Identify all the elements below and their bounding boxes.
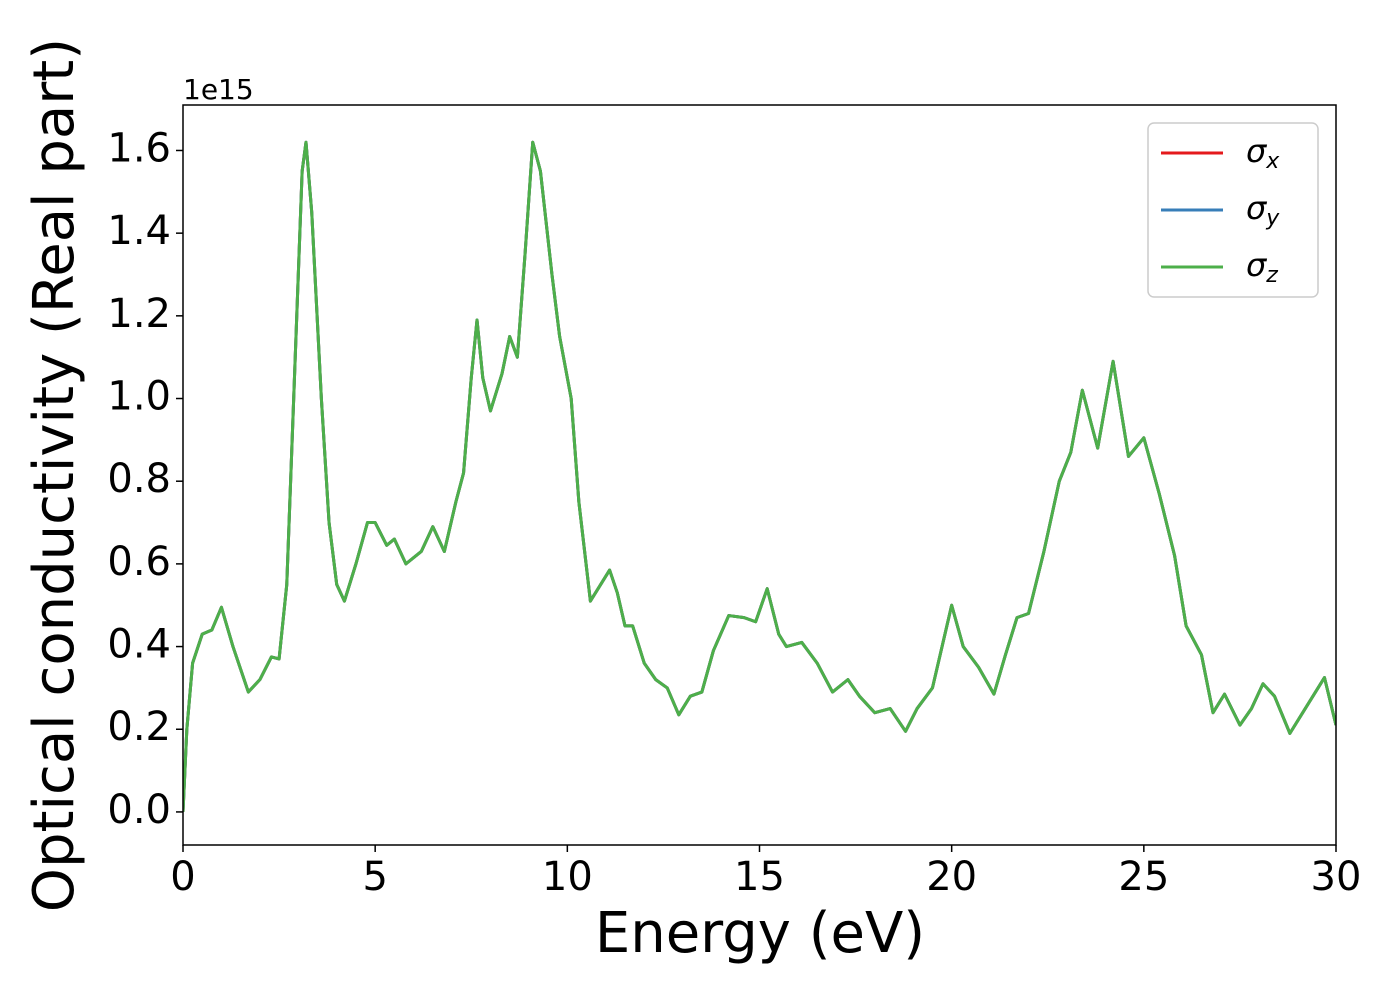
y-tick-label: 0.8: [107, 456, 171, 502]
legend-symbol: σ: [1246, 189, 1268, 227]
y-tick-label: 1.4: [107, 208, 171, 254]
y-tick-label: 0.2: [107, 704, 171, 750]
data-line: [183, 140, 1336, 812]
x-tick-label: 10: [542, 854, 593, 900]
legend-subscript: x: [1265, 149, 1280, 174]
x-tick-label: 15: [734, 854, 785, 900]
x-axis-label: Energy (eV): [595, 901, 925, 966]
legend-symbol: σ: [1246, 246, 1268, 284]
x-tick-label: 20: [926, 854, 977, 900]
x-tick-label: 5: [362, 854, 387, 900]
y-axis-label: Optical conductivity (Real part): [22, 38, 87, 912]
offset-label: 1e15: [183, 73, 254, 106]
legend-label: σy: [1246, 189, 1280, 231]
legend-subscript: z: [1265, 263, 1278, 288]
legend-label: σz: [1246, 246, 1278, 288]
y-tick-label: 1.2: [107, 291, 171, 337]
y-tick-label: 0.6: [107, 539, 171, 585]
y-tick-label: 0.0: [107, 787, 171, 833]
y-tick-label: 0.4: [107, 622, 171, 668]
legend-label: σx: [1246, 132, 1280, 174]
y-tick-label: 1.6: [107, 125, 171, 171]
legend-subscript: y: [1265, 206, 1280, 231]
y-tick-label: 1.0: [107, 374, 171, 420]
x-tick-label: 0: [170, 854, 195, 900]
x-tick-label: 30: [1311, 854, 1362, 900]
plot-frame: [182, 104, 1337, 846]
legend-box: [1147, 122, 1319, 298]
legend-symbol: σ: [1246, 132, 1268, 170]
x-tick-label: 25: [1118, 854, 1169, 900]
